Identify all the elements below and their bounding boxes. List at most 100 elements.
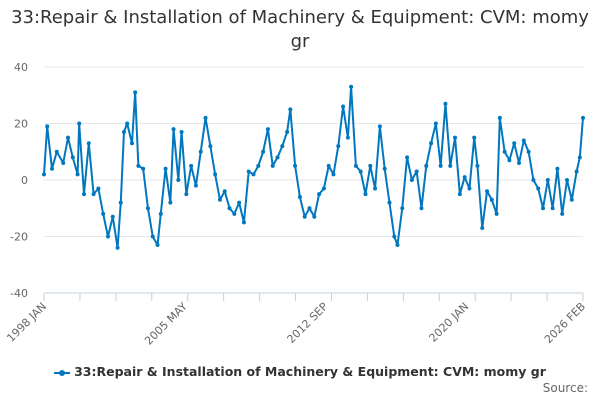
data-point	[336, 144, 341, 149]
data-point	[246, 169, 251, 174]
data-point	[497, 115, 502, 120]
data-point	[353, 163, 358, 168]
data-point	[105, 234, 110, 239]
data-point	[297, 194, 302, 199]
data-point	[433, 121, 438, 126]
data-point	[288, 107, 293, 112]
data-point	[502, 149, 507, 154]
source-label: Source:	[542, 381, 588, 395]
data-point	[158, 211, 163, 216]
data-point	[312, 214, 317, 219]
data-point	[302, 214, 307, 219]
data-point	[555, 166, 560, 171]
data-point	[145, 206, 150, 211]
data-point	[217, 197, 222, 202]
data-point	[392, 234, 397, 239]
data-point	[141, 166, 146, 171]
data-point	[115, 245, 120, 250]
data-point	[387, 200, 392, 205]
data-point	[448, 163, 453, 168]
legend-label: 33:Repair & Installation of Machinery & …	[74, 364, 546, 379]
data-point	[489, 197, 494, 202]
data-point	[341, 104, 346, 109]
data-point	[184, 192, 189, 197]
data-point	[317, 192, 322, 197]
data-point	[203, 115, 208, 120]
data-point	[65, 135, 70, 140]
data-point	[569, 197, 574, 202]
data-point	[256, 163, 261, 168]
data-point	[531, 178, 536, 182]
data-point	[101, 211, 106, 216]
data-point	[574, 169, 579, 174]
data-point	[91, 192, 96, 197]
data-point	[280, 144, 285, 149]
data-point	[61, 161, 66, 166]
data-point	[429, 141, 434, 146]
data-point	[577, 155, 582, 160]
data-point	[176, 178, 181, 182]
data-point	[400, 206, 405, 211]
x-tick-label: 1998 JAN	[4, 300, 49, 345]
data-point	[270, 163, 275, 168]
x-tick-label: 2020 JAN	[427, 300, 472, 345]
data-point	[129, 141, 134, 146]
data-point	[171, 127, 176, 132]
data-point	[77, 121, 82, 126]
data-point	[285, 129, 290, 134]
data-point	[349, 84, 354, 89]
data-point	[467, 186, 472, 191]
data-point	[81, 192, 86, 197]
data-point	[293, 163, 298, 168]
data-point	[507, 158, 512, 163]
x-tick-label: 2005 MAY	[142, 300, 190, 348]
data-point	[198, 149, 203, 154]
data-point	[480, 226, 485, 231]
data-point	[163, 166, 168, 171]
data-point	[485, 189, 490, 194]
data-point	[96, 186, 101, 191]
data-point	[377, 124, 382, 129]
data-point	[222, 189, 227, 194]
data-point	[512, 141, 517, 146]
y-tick-label: 20	[14, 118, 28, 131]
data-point	[541, 206, 546, 211]
data-point	[150, 234, 155, 239]
data-point	[275, 155, 280, 160]
y-tick-label: 0	[21, 174, 28, 187]
data-point	[45, 124, 50, 129]
data-point	[213, 172, 218, 177]
data-point	[494, 211, 499, 216]
data-point	[345, 135, 350, 140]
data-point	[265, 127, 270, 132]
data-point	[189, 163, 194, 168]
data-point	[86, 141, 91, 146]
legend-marker-icon	[54, 369, 71, 376]
x-tick-label: 2026 FEB	[542, 300, 588, 346]
data-point	[155, 242, 160, 247]
data-point	[241, 220, 246, 225]
data-point	[118, 200, 123, 205]
data-point	[409, 178, 414, 182]
data-point	[42, 172, 46, 177]
data-point	[232, 211, 237, 216]
data-point	[121, 129, 126, 134]
data-point	[453, 135, 458, 140]
data-point	[363, 192, 368, 197]
data-point	[462, 175, 467, 180]
data-point	[179, 129, 184, 134]
data-point	[133, 90, 138, 95]
y-tick-label: 40	[14, 61, 28, 74]
data-point	[261, 149, 266, 154]
data-point	[545, 178, 550, 182]
legend[interactable]: 33:Repair & Installation of Machinery & …	[0, 364, 600, 379]
data-point	[536, 186, 541, 191]
data-point	[307, 206, 312, 211]
data-point	[110, 214, 115, 219]
data-point	[521, 138, 526, 143]
data-point	[565, 178, 570, 182]
data-point	[125, 121, 130, 126]
x-tick-label: 2012 SEP	[285, 300, 331, 346]
data-point	[237, 200, 242, 205]
